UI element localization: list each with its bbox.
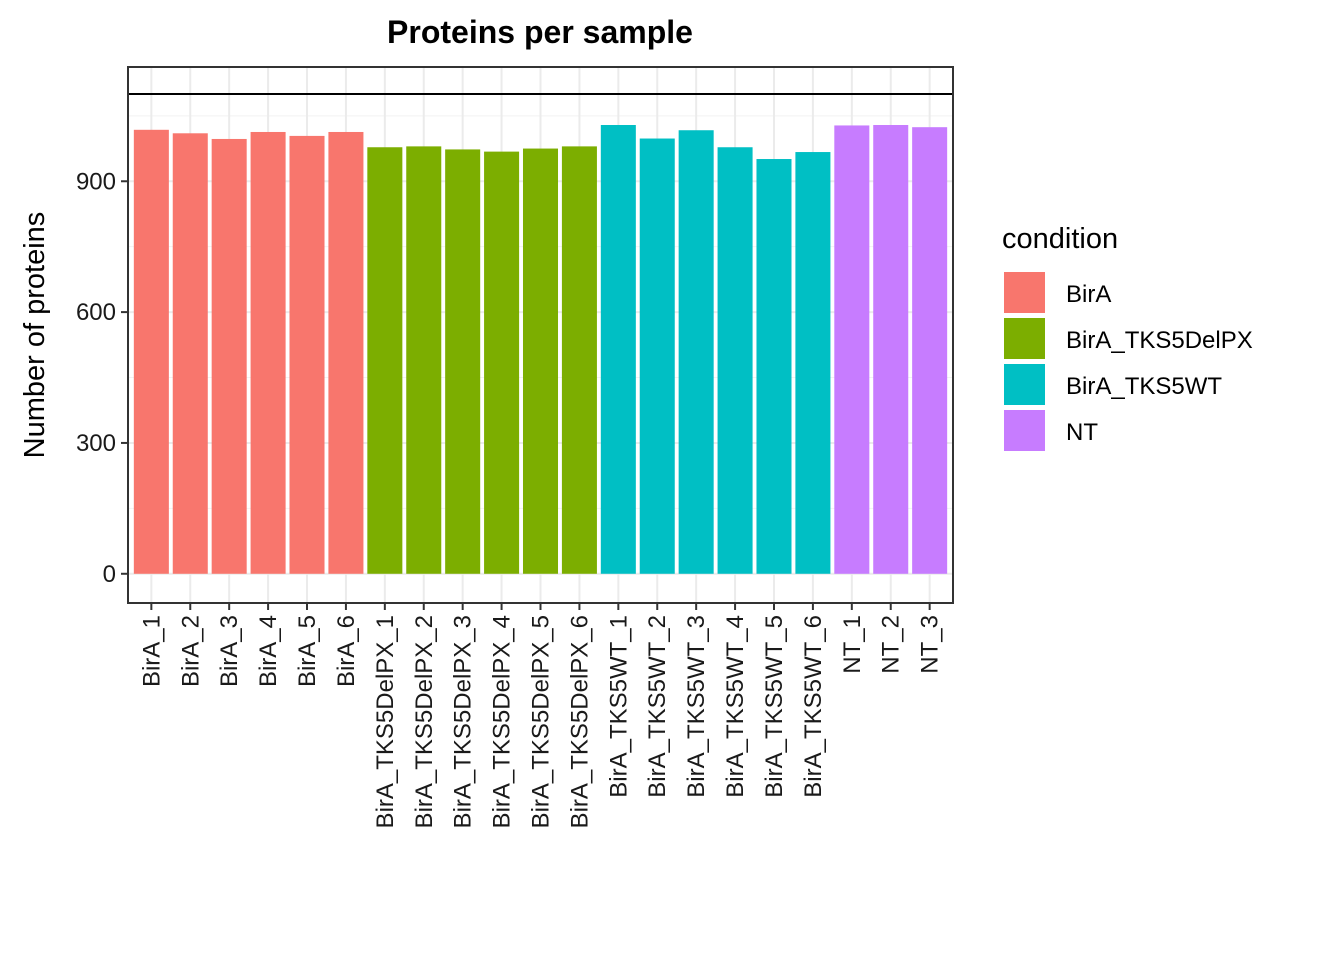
y-tick-label: 0 [103, 561, 116, 588]
bar-bira-tks5wt-6 [795, 152, 831, 574]
x-tick-label: BirA_TKS5WT_2 [644, 615, 671, 798]
x-tick-label: BirA_TKS5WT_5 [761, 615, 788, 798]
legend-label: NT [1066, 419, 1098, 446]
x-tick-label: BirA_TKS5WT_3 [683, 615, 710, 798]
chart-title: Proteins per sample [387, 14, 693, 50]
x-tick-label: NT_2 [878, 615, 905, 674]
plot-panel [127, 66, 954, 604]
legend: condition BirA BirA_TKS5DelPX BirA_TKS5WT N… [1002, 223, 1253, 451]
bar-bira-tks5delpx-4 [484, 151, 520, 574]
x-tick-label: BirA_5 [294, 615, 321, 687]
bar-nt-3 [912, 127, 948, 574]
x-tick-label: BirA_TKS5DelPX_2 [411, 615, 438, 828]
x-tick-label: NT_1 [839, 615, 866, 674]
legend-key-bira [1004, 272, 1045, 313]
bar-nt-2 [873, 125, 909, 574]
bar-bira-tks5delpx-6 [561, 146, 597, 574]
y-tick-label: 300 [76, 430, 116, 457]
bar-bira-tks5delpx-3 [445, 149, 481, 574]
bars-group [133, 125, 948, 574]
bar-bira-6 [328, 131, 364, 574]
x-tick-label: BirA_TKS5DelPX_3 [450, 615, 477, 828]
bar-bira-tks5wt-2 [639, 138, 675, 574]
x-tick-label: BirA_TKS5WT_4 [722, 615, 749, 798]
bar-bira-tks5delpx-5 [522, 148, 559, 574]
legend-label: BirA_TKS5DelPX [1066, 327, 1253, 354]
bar-bira-4 [250, 131, 286, 574]
x-tick-label: BirA_TKS5WT_1 [605, 615, 632, 798]
x-tick-label: BirA_3 [216, 615, 243, 687]
x-tick-label: BirA_TKS5DelPX_5 [528, 615, 555, 828]
x-axis: BirA_1 BirA_2 BirA_3 BirA_4 BirA_5 BirA_6 BirA… [138, 603, 944, 828]
x-tick-label: BirA_TKS5DelPX_1 [372, 615, 399, 828]
bar-bira-tks5wt-3 [678, 130, 714, 574]
y-axis-title: Number of proteins [19, 212, 51, 459]
bar-bira-tks5wt-5 [756, 159, 792, 574]
bar-bira-tks5wt-1 [600, 125, 636, 574]
bar-bira-tks5delpx-1 [367, 147, 403, 574]
x-tick-label: BirA_6 [333, 615, 360, 687]
legend-key-nt [1004, 410, 1045, 451]
legend-key-bira-tks5wt [1004, 364, 1045, 405]
x-tick-label: BirA_TKS5DelPX_6 [566, 615, 593, 828]
x-tick-label: BirA_TKS5WT_6 [800, 615, 827, 798]
bar-bira-tks5delpx-2 [406, 146, 442, 574]
legend-label: BirA_TKS5WT [1066, 373, 1222, 400]
bar-bira-tks5wt-4 [717, 147, 753, 574]
x-tick-label: BirA_1 [138, 615, 165, 687]
x-tick-label: BirA_2 [177, 615, 204, 687]
x-tick-label: BirA_4 [255, 615, 282, 687]
y-tick-label: 600 [76, 299, 116, 326]
x-tick-label: BirA_TKS5DelPX_4 [489, 615, 516, 828]
legend-title: condition [1002, 223, 1118, 255]
bar-nt-1 [834, 125, 870, 574]
legend-key-bira-tks5delpx [1004, 318, 1045, 359]
bar-bira-2 [172, 133, 208, 574]
y-tick-label: 900 [76, 168, 116, 195]
legend-label: BirA [1066, 281, 1111, 308]
x-tick-label: NT_3 [917, 615, 944, 674]
bar-bira-1 [133, 129, 169, 574]
y-axis: 0 300 600 900 [76, 168, 128, 588]
bar-bira-5 [289, 135, 325, 574]
bar-bira-3 [211, 138, 247, 574]
